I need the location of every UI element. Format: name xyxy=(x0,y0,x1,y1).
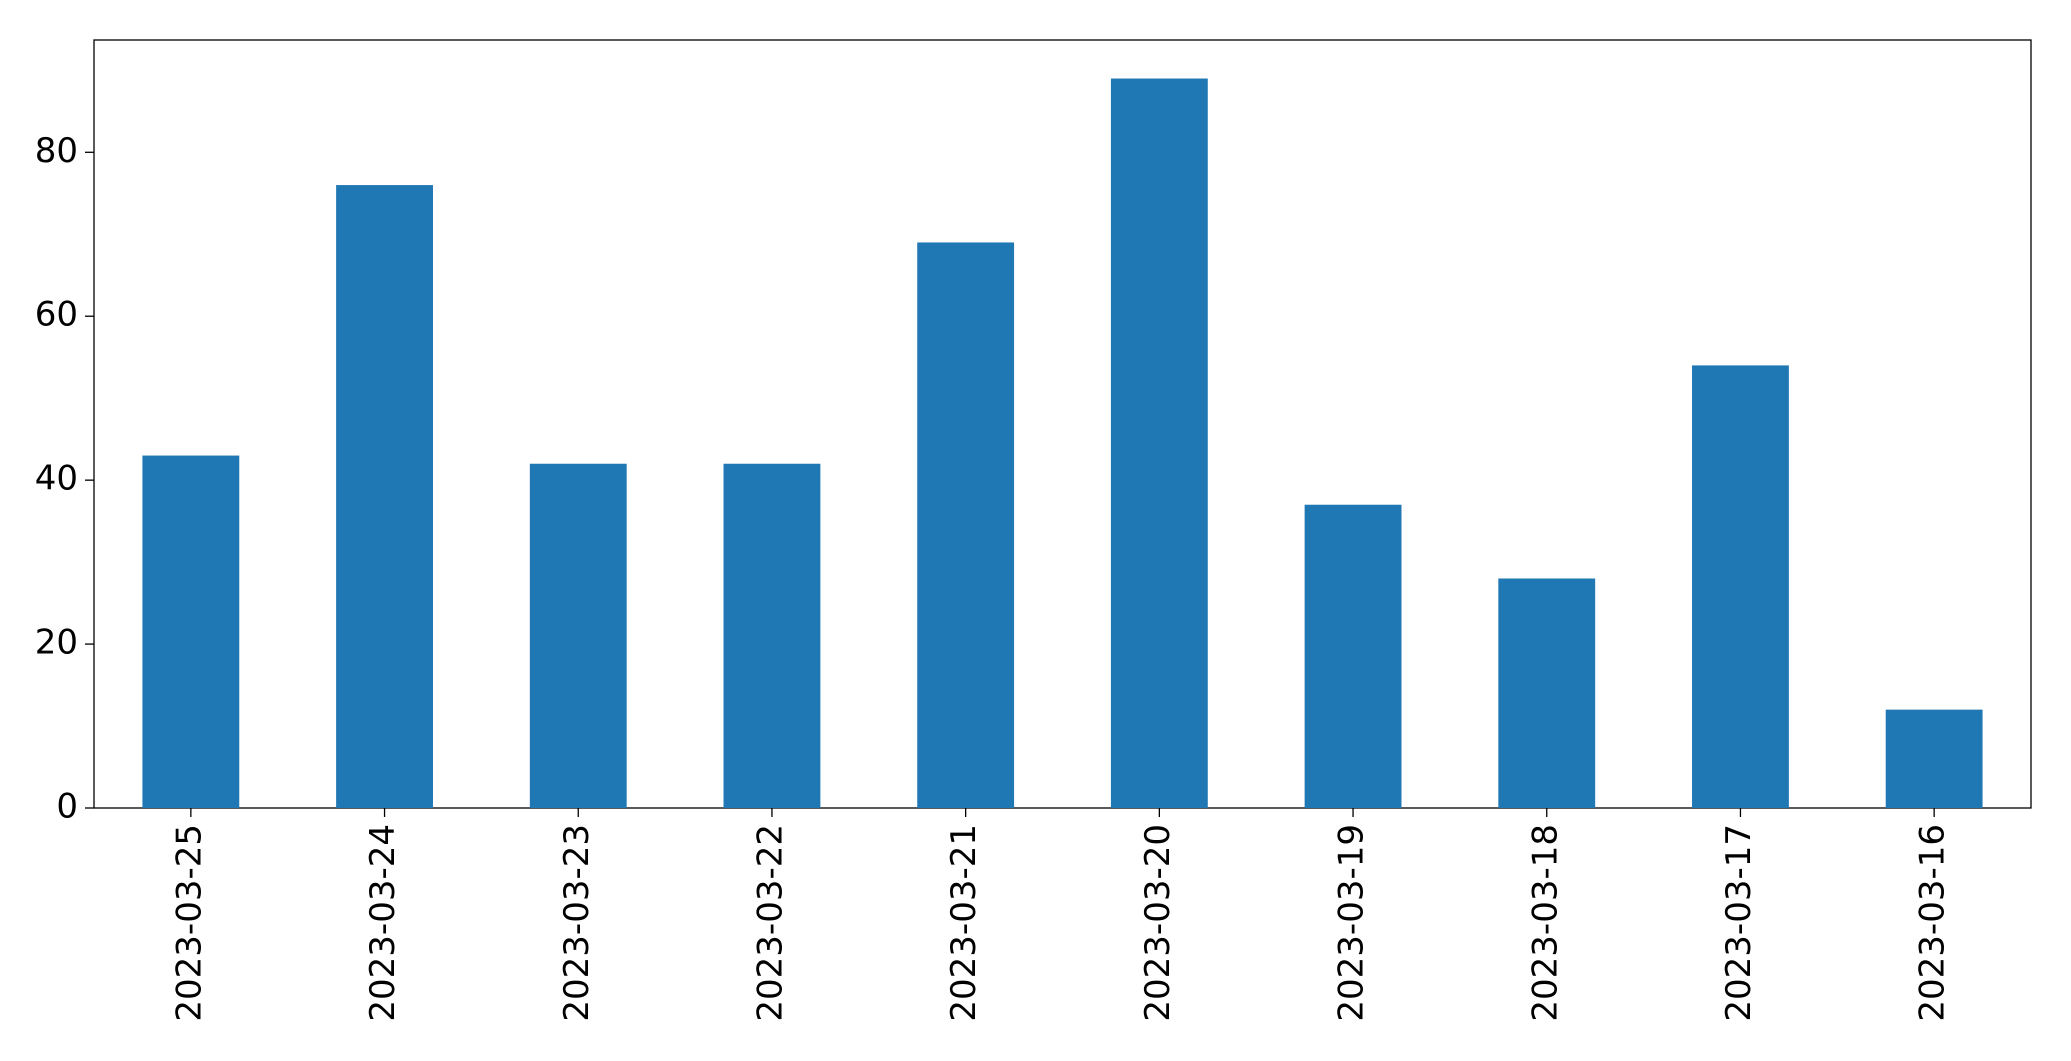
x-tick-label: 2023-03-19 xyxy=(1332,824,1372,1022)
bar xyxy=(1110,78,1208,808)
bar xyxy=(1304,504,1402,808)
bar xyxy=(1885,709,1983,808)
x-tick-label: 2023-03-18 xyxy=(1525,824,1565,1022)
y-tick-label: 40 xyxy=(35,459,78,499)
bar xyxy=(917,242,1015,808)
x-tick-label: 2023-03-22 xyxy=(750,824,790,1022)
x-tick-label: 2023-03-20 xyxy=(1138,824,1178,1022)
x-tick-label: 2023-03-24 xyxy=(363,824,403,1022)
x-tick-label: 2023-03-17 xyxy=(1719,824,1759,1022)
bar xyxy=(336,185,433,808)
x-tick-label: 2023-03-25 xyxy=(169,824,209,1022)
bar xyxy=(1498,578,1596,808)
bar xyxy=(529,463,627,808)
plot-frame xyxy=(93,39,2032,809)
y-tick-label: 60 xyxy=(35,295,78,335)
x-tick-label: 2023-03-23 xyxy=(557,824,597,1022)
x-tick-label: 2023-03-16 xyxy=(1913,824,1953,1022)
bar xyxy=(1692,365,1789,808)
y-tick-label: 20 xyxy=(35,623,78,663)
bar xyxy=(723,463,821,808)
x-tick-label: 2023-03-21 xyxy=(944,824,984,1022)
bar xyxy=(142,455,240,808)
y-tick-label: 0 xyxy=(56,787,78,827)
y-tick-label: 80 xyxy=(35,131,78,171)
